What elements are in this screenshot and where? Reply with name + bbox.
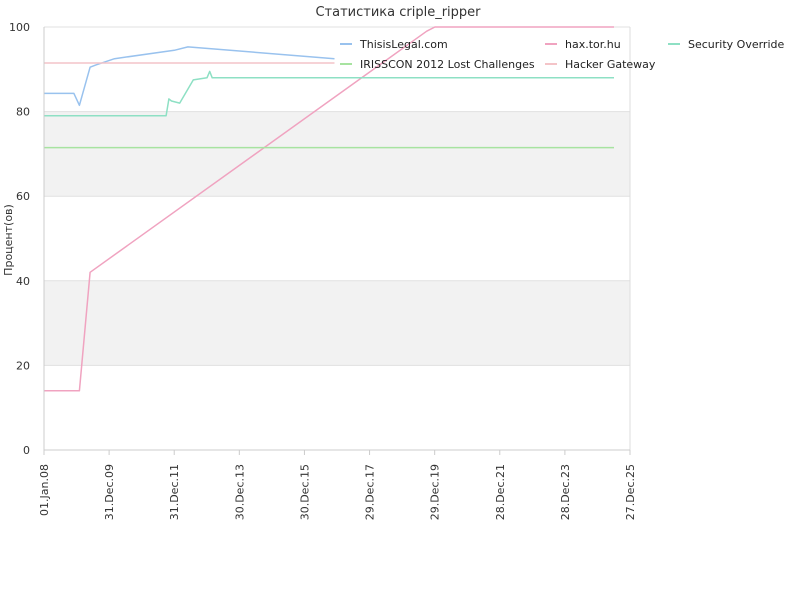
legend-entry: Security Override (688, 38, 784, 51)
series-line (44, 46, 335, 107)
series-line (44, 70, 614, 117)
x-tick-label: 31.Dec.09 (103, 464, 116, 520)
x-tick-label: 30.Dec.13 (233, 464, 246, 520)
chart-bands (44, 111, 630, 366)
x-tick-label: 28.Dec.23 (559, 464, 572, 520)
series-line (44, 26, 614, 392)
chart-band (44, 280, 630, 366)
chart-grid (44, 26, 630, 451)
y-axis-label: Процент(ов) (2, 204, 15, 276)
x-tick-label: 27.Dec.25 (624, 464, 637, 520)
chart-title: Статистика criple_ripper (315, 5, 481, 20)
legend-entry: ThisisLegal.com (359, 38, 448, 51)
legend-entry: IRISSCON 2012 Lost Challenges (360, 58, 535, 71)
y-tick-label: 100 (9, 21, 30, 34)
x-tick-label: 01.Jan.08 (38, 464, 51, 516)
legend-entry: hax.tor.hu (565, 38, 621, 51)
x-tick-label: 31.Dec.11 (168, 464, 181, 520)
chart-axes: 0 20 40 60 80 100 01.Jan.08 31.Dec.09 31.Dec.11 3… (9, 21, 637, 520)
x-tick-label: 28.Dec.21 (494, 464, 507, 520)
chart-band (44, 111, 630, 197)
chart-series (44, 26, 614, 392)
x-tick-label: 30.Dec.15 (298, 464, 311, 520)
legend-entry: Hacker Gateway (565, 58, 656, 71)
y-tick-label: 20 (16, 359, 30, 372)
x-tick-label: 29.Dec.19 (429, 464, 442, 520)
y-tick-label: 60 (16, 190, 30, 203)
y-tick-label: 0 (23, 444, 30, 457)
x-tick-label: 29.Dec.17 (364, 464, 377, 520)
y-tick-label: 40 (16, 275, 30, 288)
chart-legend: ThisisLegal.com hax.tor.hu Security Overri… (340, 38, 784, 71)
y-tick-label: 80 (16, 106, 30, 119)
